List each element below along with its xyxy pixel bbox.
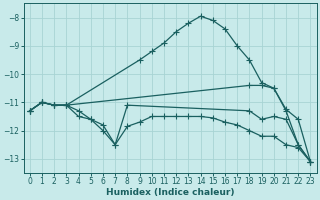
X-axis label: Humidex (Indice chaleur): Humidex (Indice chaleur) (106, 188, 234, 197)
